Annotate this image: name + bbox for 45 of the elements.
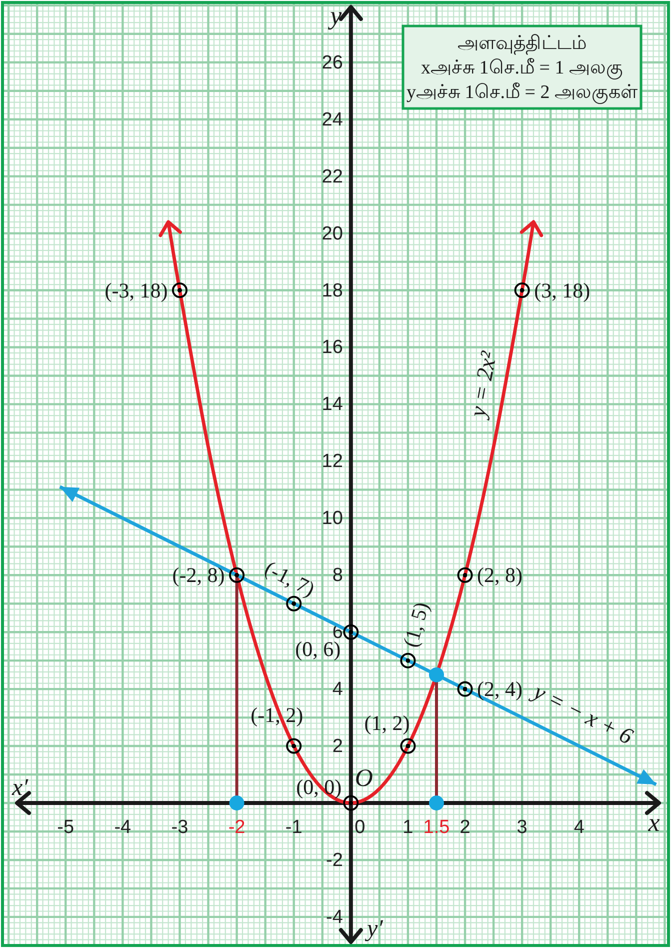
annotation: (-1, 7) [261,556,319,602]
annotation: (-1, 2) [250,703,304,728]
annotation: (3, 18) [534,278,590,302]
x-tick-label: 4 [574,816,585,838]
annotation: (1, 5) [398,599,434,650]
y-tick-label: 2 [332,736,343,757]
y-tick-label: 24 [322,108,344,130]
ylabel: y [330,0,342,30]
annotation: (-2, 8) [172,563,225,588]
x-tick-label: -3 [171,816,188,838]
y-tick-label: 18 [322,280,343,301]
title: அளவுத்திட்டம் [458,32,586,54]
title-box: அளவுத்திட்டம் xஅச்சு 1செ.மீ = 1 அலகு yஅச்சு 1செ.மீ = 2 அலகுகள் [402,24,642,110]
annotation: (0, 6) [295,637,341,662]
x-tick-label: 0 [354,816,366,838]
annotation: 1.5 [423,816,450,838]
annotation: y′ [364,916,384,942]
x-tick-label: 2 [460,816,470,838]
annotation: x′ [11,775,29,801]
y-tick-label: 16 [322,336,343,358]
x-tick-label: -1 [285,816,302,838]
y-tick-label: 26 [322,52,343,73]
annotation: xஅச்சு 1செ.மீ = 1 அலகு [421,56,623,79]
y-tick-label: 12 [322,450,343,472]
y-tick-label: 8 [332,564,343,586]
xlabel: x [648,808,660,836]
annotation: (1, 2) [364,711,410,736]
annotation: (0, 0) [296,775,342,799]
y-tick-label: 14 [322,394,344,415]
y-tick-label: 22 [322,166,343,187]
annotation: (-3, 18) [104,278,168,302]
x-tick-label: 3 [516,816,528,838]
y-tick-label: 10 [322,508,343,529]
y-tick-label: -2 [326,849,343,870]
x-tick-label: 1 [402,816,414,838]
annotation: (2, 4) [477,677,523,702]
y-tick-label: 20 [322,222,343,244]
y-tick-label: 4 [332,678,344,700]
annotation: O [354,764,373,792]
x-tick-label: -4 [114,816,132,838]
y-tick-label: -4 [326,906,344,928]
x-tick-label: -5 [57,816,74,838]
annotation: (2, 8) [477,563,523,588]
annotation: -2 [228,816,246,838]
annotation: yஅச்சு 1செ.மீ = 2 அலகுகள் [406,81,638,104]
